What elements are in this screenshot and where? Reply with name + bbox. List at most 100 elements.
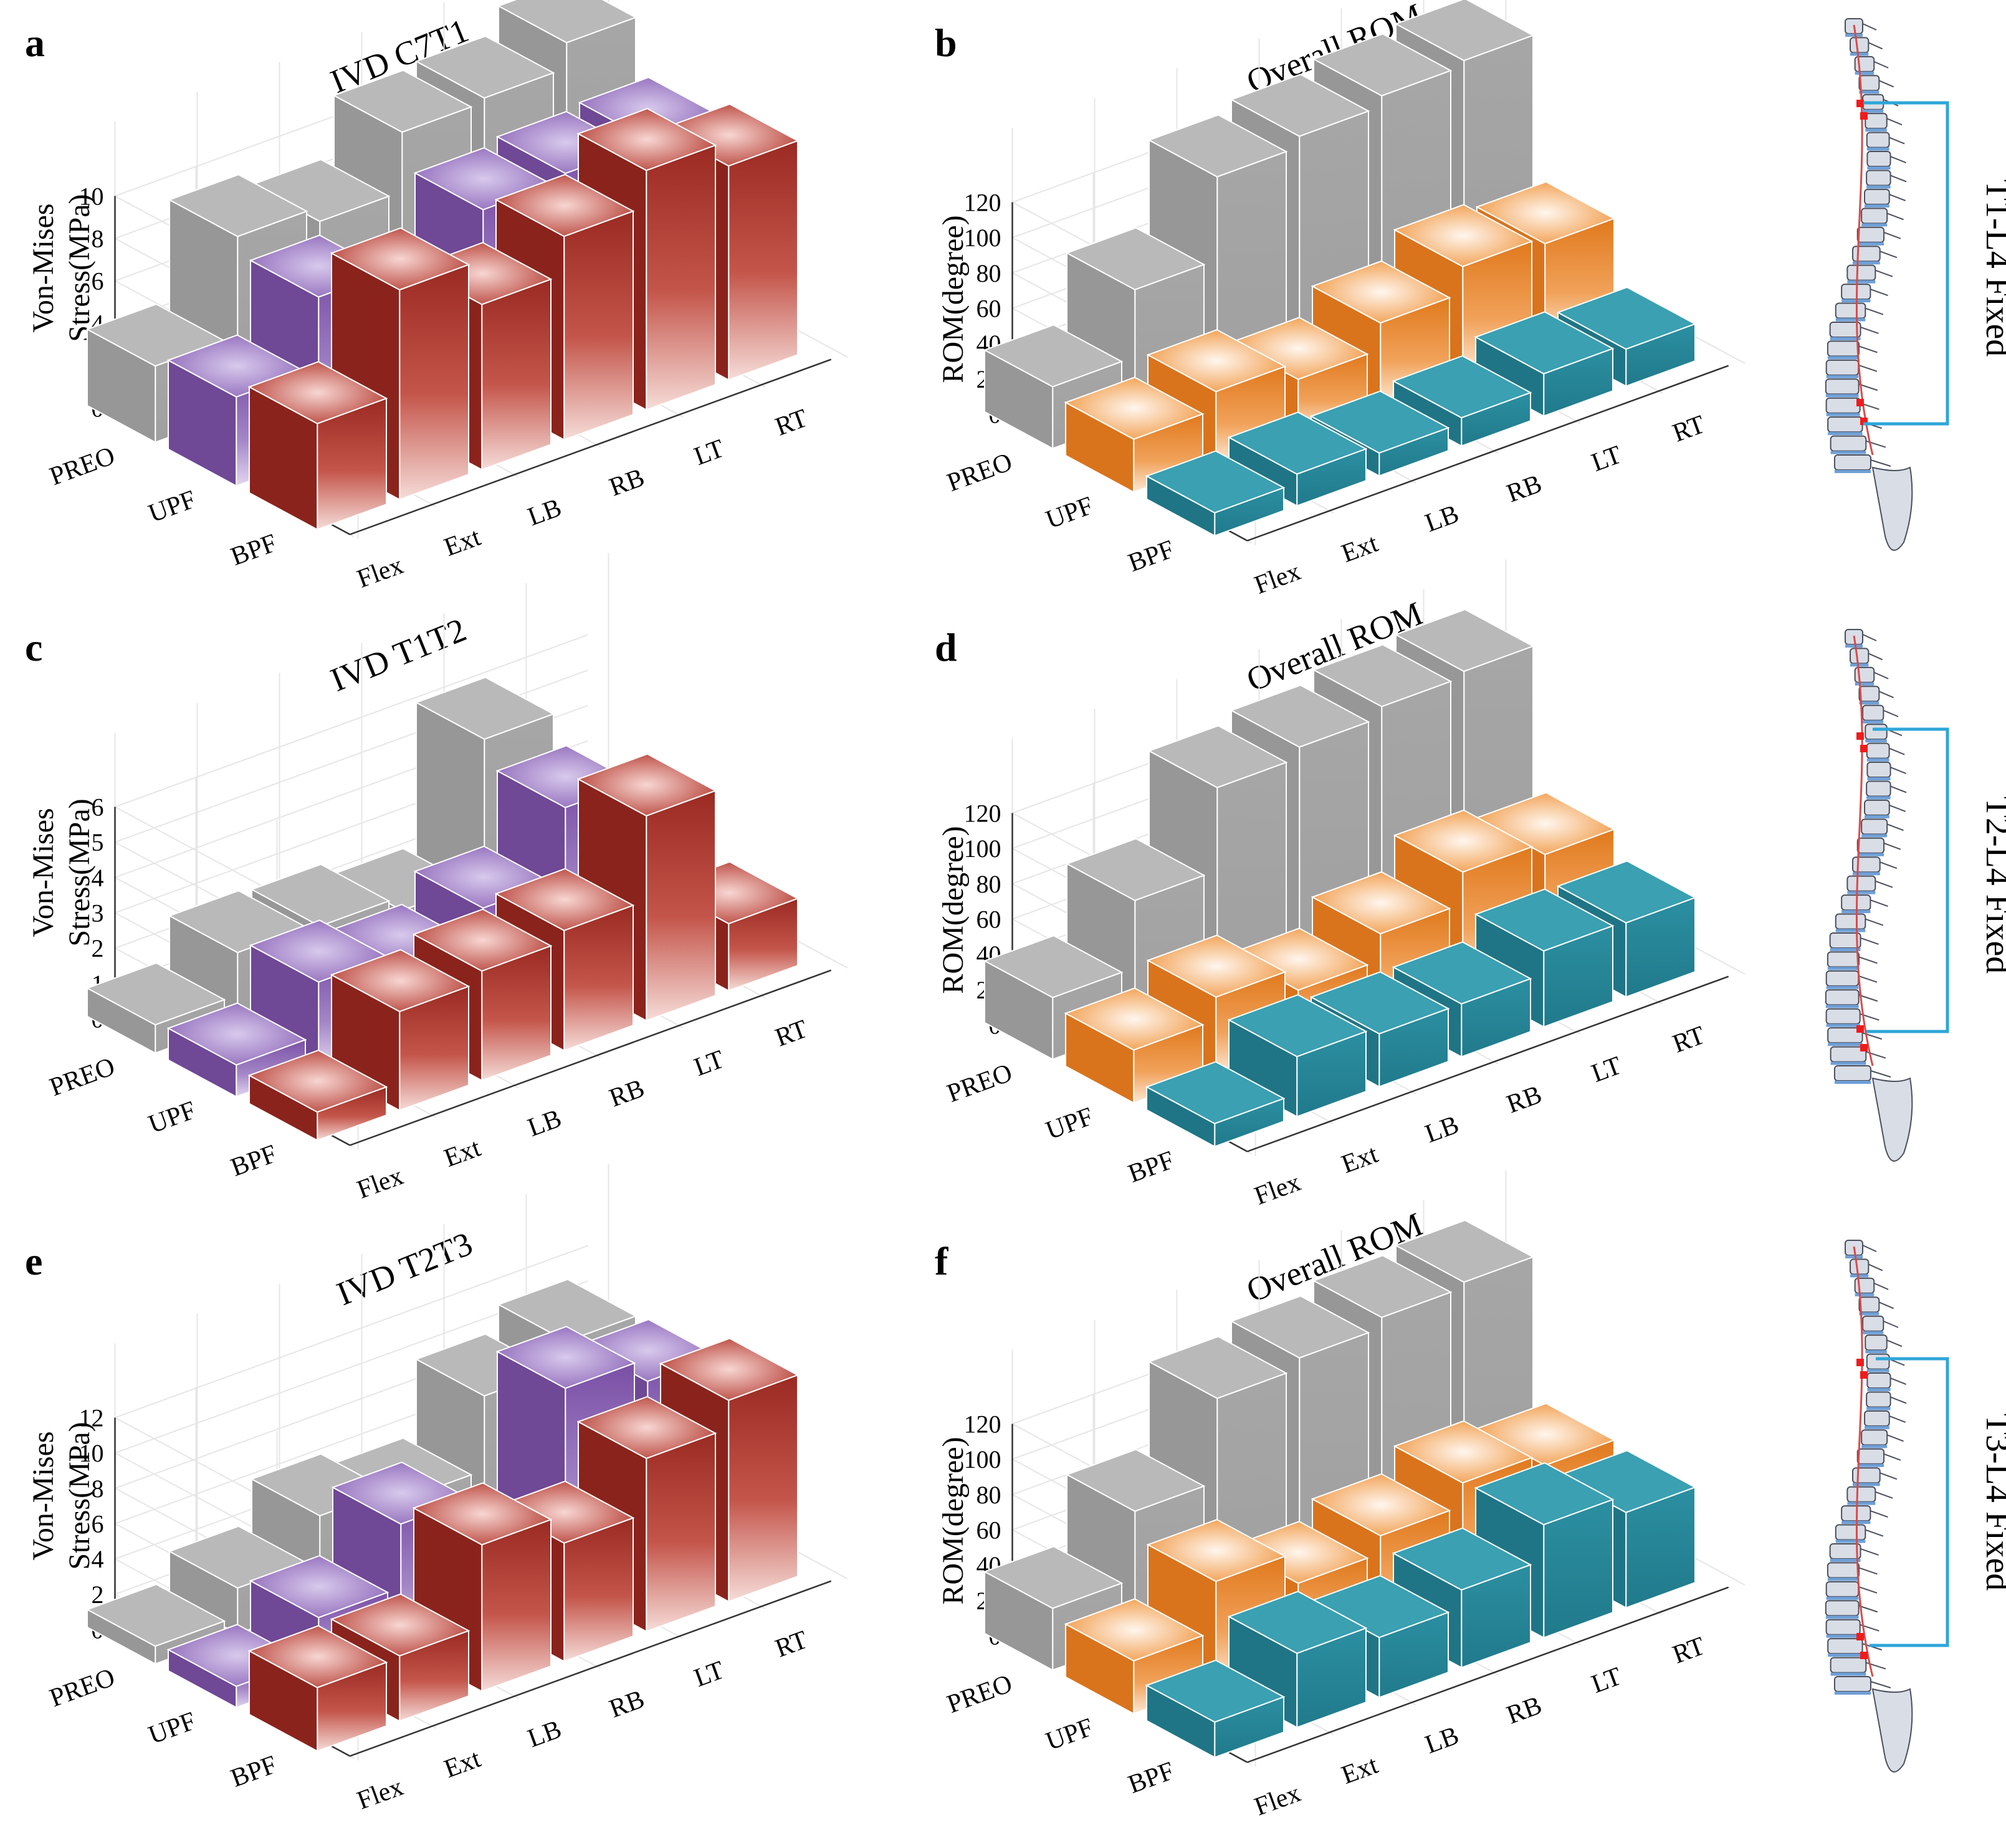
vertebra (1866, 780, 1891, 797)
bar-top-face (1393, 204, 1534, 267)
bars (85, 1278, 800, 1753)
vertebra (1835, 1524, 1866, 1541)
process (1890, 1396, 1907, 1404)
panel-letter: a (25, 21, 45, 65)
disc (1828, 432, 1863, 436)
category-label: LT (1588, 441, 1625, 477)
bar-top-face (1556, 286, 1697, 350)
disc (1867, 166, 1891, 170)
disc (1830, 1672, 1866, 1676)
fixation-group-3: T3-L4 Fixed (1870, 1357, 2006, 1647)
bars (85, 676, 800, 1142)
process (1858, 364, 1878, 372)
vertebra (1866, 132, 1890, 148)
bars (85, 0, 800, 531)
fixation-group-2: T2-L4 Fixed (1866, 727, 2006, 1033)
bar-top-face (414, 35, 555, 99)
bar-front-face (481, 278, 552, 471)
bar-top-face (1065, 838, 1206, 901)
z-tick-label: 5 (92, 828, 104, 856)
bar-top-face (1230, 74, 1370, 137)
vertebra (1866, 170, 1891, 186)
disc (1830, 451, 1866, 454)
category-label: RB (606, 1074, 648, 1113)
process (1858, 1586, 1878, 1594)
bar-top-face (1146, 1519, 1287, 1582)
series-label: UPF (145, 485, 199, 529)
z-tick-label: 8 (92, 1475, 104, 1503)
z-tick-label: 12 (79, 1404, 104, 1432)
bar-top-face (1065, 227, 1206, 290)
disc (1866, 796, 1891, 800)
bar-top-face (983, 1546, 1124, 1609)
disc (1861, 834, 1888, 838)
category-label: RT (771, 1015, 811, 1053)
disc (1828, 1654, 1863, 1657)
bar-top-face (1227, 411, 1368, 475)
z-tick-label: 120 (964, 1410, 1001, 1439)
disc (1830, 1558, 1861, 1562)
disc (1835, 1539, 1866, 1543)
sacrum (1871, 1688, 1913, 1773)
process (1890, 175, 1907, 183)
bar-front-face (399, 264, 469, 501)
vertebra (1866, 742, 1890, 759)
vertebra (1866, 1372, 1891, 1389)
bar-top-face (412, 908, 553, 972)
disc (1828, 1043, 1863, 1046)
category-label: LB (1421, 1721, 1463, 1759)
bar-top-face (1230, 684, 1370, 748)
fixation-bracket-1 (1863, 101, 1949, 426)
disc (1826, 1023, 1860, 1027)
bar-top-face (330, 949, 470, 1012)
bar-top-face (1475, 181, 1616, 244)
z-tick-label: 80 (977, 870, 1001, 898)
vertebra (1865, 724, 1888, 740)
bar-top-face (1146, 934, 1287, 998)
bar-top-face (1147, 725, 1288, 788)
vertebra (1846, 1486, 1876, 1503)
process (1862, 634, 1877, 641)
vertebra (1825, 1600, 1860, 1617)
category-label: LT (1588, 1051, 1625, 1088)
vertebra (1864, 1410, 1890, 1427)
disc (1845, 644, 1863, 648)
disc (1850, 663, 1869, 667)
bar-BPF-Flex (247, 361, 388, 531)
bar-BPF-Flex (1145, 1659, 1286, 1759)
screw-marker (1856, 1359, 1864, 1366)
disc (1847, 1501, 1876, 1505)
z-tick-label: 6 (92, 267, 104, 295)
bar-top-face (1394, 608, 1535, 673)
category-label: RB (606, 1685, 648, 1723)
bar-top-face (1312, 1255, 1453, 1318)
category-label: LB (1421, 499, 1463, 538)
category-label: Flex (1251, 1168, 1304, 1211)
spinal-cord (1853, 24, 1874, 456)
vertebra (1865, 113, 1888, 130)
bar-top-face (1146, 329, 1287, 393)
series-label: BPF (227, 1750, 280, 1793)
bar-top-face (1474, 1462, 1615, 1526)
bar-top-face (332, 69, 473, 133)
vertebra (1829, 932, 1861, 949)
process (1890, 156, 1906, 163)
disc (1845, 34, 1863, 37)
vertebra (1835, 913, 1866, 930)
screw-marker (1860, 1371, 1868, 1379)
process (1889, 193, 1906, 201)
process (1886, 118, 1903, 126)
category-label: RT (1669, 1632, 1709, 1670)
z-axis-label-2: Stress(MPa) (63, 1422, 96, 1569)
bar-top-face (576, 1396, 717, 1459)
process (1890, 767, 1906, 774)
bar-top-face (166, 1002, 307, 1066)
z-tick-label: 80 (977, 1481, 1001, 1509)
bar-top-face (247, 361, 388, 424)
sacrum (1871, 1077, 1913, 1162)
bar-top-face (1392, 1527, 1532, 1591)
bar-top-face (1145, 1061, 1286, 1124)
series-label: UPF (1042, 1102, 1097, 1146)
